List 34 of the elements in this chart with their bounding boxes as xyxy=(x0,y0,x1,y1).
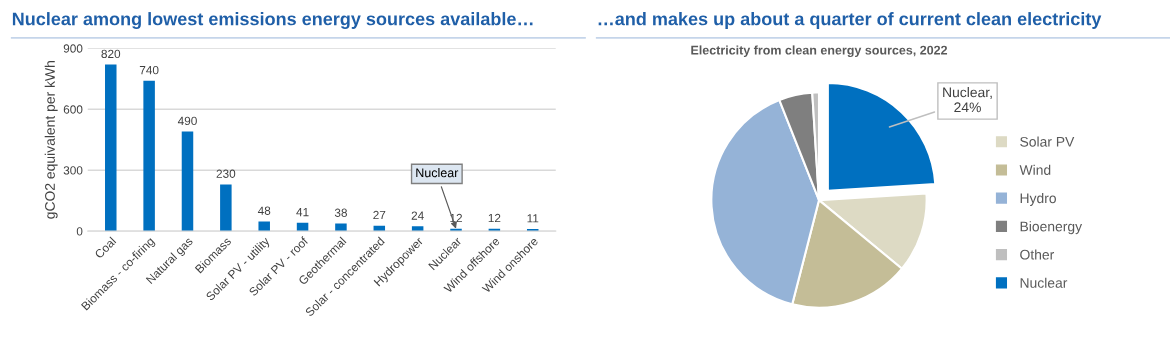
chart-subtitle: Electricity from clean energy sources, 2022 xyxy=(691,45,948,58)
chart-title: Nuclear among lowest emissions energy sources available… xyxy=(12,12,533,29)
y-axis-title: gCO2 equivalent per kWh xyxy=(44,61,58,219)
y-tick-label: 900 xyxy=(63,44,83,53)
legend-label: Bioenergy xyxy=(1020,221,1083,235)
bar xyxy=(181,131,194,232)
bar xyxy=(335,223,347,232)
data-label: 740 xyxy=(139,65,159,75)
y-tick-label: 300 xyxy=(63,166,83,175)
data-label: Nuclear, 24% xyxy=(943,87,992,113)
y-tick-label: 0 xyxy=(76,227,83,236)
bar xyxy=(220,184,232,232)
data-label: 12 xyxy=(488,213,501,223)
legend-label: Solar PV xyxy=(1020,136,1075,147)
data-label: 490 xyxy=(177,116,197,126)
data-label: 11 xyxy=(527,214,539,223)
data-label: 48 xyxy=(257,206,271,215)
bar xyxy=(105,64,117,232)
data-label: 24 xyxy=(411,211,424,220)
data-label: 27 xyxy=(373,210,386,220)
annotation: Nuclear xyxy=(416,168,459,178)
bar xyxy=(258,221,270,232)
chart-title: …and makes up about a quarter of current clean electricity xyxy=(598,12,1102,29)
legend-label: Wind xyxy=(1019,164,1051,175)
legend-label: Hydro xyxy=(1020,192,1056,206)
y-tick-label: 600 xyxy=(63,105,83,114)
bar xyxy=(296,222,309,232)
data-label: 38 xyxy=(334,208,347,217)
legend-label: Other xyxy=(1020,249,1055,260)
bar xyxy=(411,226,424,232)
bar xyxy=(143,80,155,232)
data-label: 820 xyxy=(101,49,121,59)
data-label: 230 xyxy=(216,169,236,178)
data-label: 41 xyxy=(296,208,309,217)
